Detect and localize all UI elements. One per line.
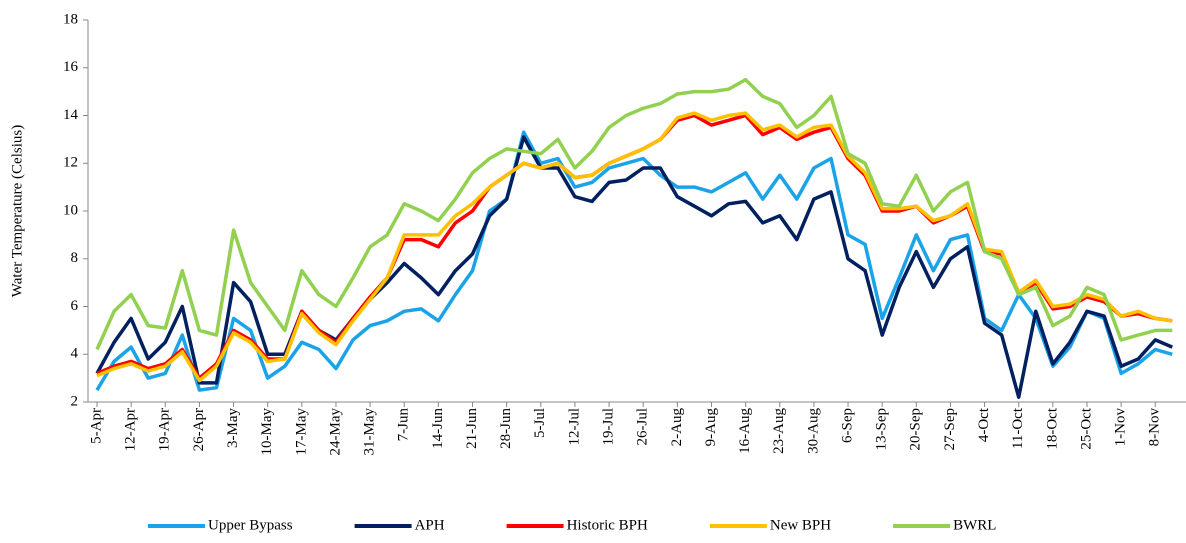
legend-label: New BPH — [770, 517, 831, 533]
x-tick-label: 4-Oct — [976, 407, 992, 442]
y-tick-label: 4 — [71, 346, 79, 362]
series-line — [95, 135, 1173, 399]
x-tick-label: 28-Jun — [498, 408, 514, 449]
y-tick-label: 14 — [63, 107, 79, 123]
legend-label: Historic BPH — [567, 517, 648, 533]
y-tick-label: 16 — [63, 59, 79, 75]
x-tick-label: 2-Aug — [669, 408, 685, 447]
x-tick-label: 16-Aug — [737, 408, 753, 454]
x-tick-label: 24-May — [327, 408, 343, 456]
x-tick-label: 25-Oct — [1078, 407, 1094, 449]
y-tick-label: 8 — [71, 250, 79, 266]
x-tick-label: 20-Sep — [908, 408, 924, 451]
series-line — [96, 113, 1173, 380]
y-tick-label: 6 — [71, 298, 79, 314]
x-tick-label: 31-May — [362, 408, 378, 456]
x-tick-label: 19-Jul — [601, 408, 617, 446]
legend-label: APH — [415, 517, 445, 533]
x-tick-label: 12-Jul — [566, 408, 582, 446]
x-tick-label: 1-Nov — [1113, 408, 1129, 447]
x-tick-label: 6-Sep — [839, 408, 855, 443]
x-tick-label: 19-Apr — [157, 408, 173, 451]
y-axis-title: Water Temperature (Celsius) — [9, 125, 25, 297]
series-line — [96, 111, 1173, 383]
x-tick-label: 30-Aug — [805, 408, 821, 454]
x-tick-label: 27-Sep — [942, 408, 958, 451]
y-tick-label: 10 — [63, 202, 78, 218]
x-tick-label: 14-Jun — [430, 408, 446, 449]
x-tick-label: 18-Oct — [1044, 407, 1060, 449]
x-tick-label: 23-Aug — [771, 408, 787, 454]
y-tick-label: 2 — [71, 393, 79, 409]
legend-label: Upper Bypass — [208, 517, 293, 533]
legend-label: BWRL — [953, 517, 996, 533]
x-tick-label: 17-May — [293, 408, 309, 456]
x-tick-label: 9-Aug — [703, 408, 719, 447]
series-line — [95, 130, 1173, 392]
x-tick-label: 26-Apr — [191, 408, 207, 451]
x-tick-label: 12-Apr — [123, 408, 139, 451]
x-tick-label: 26-Jul — [635, 408, 651, 446]
x-tick-label: 3-May — [225, 408, 241, 448]
series-line — [95, 77, 1173, 351]
x-tick-label: 13-Sep — [874, 408, 890, 451]
x-tick-label: 10-May — [259, 408, 275, 456]
x-tick-label: 5-Jul — [532, 408, 548, 438]
y-tick-label: 18 — [63, 11, 78, 27]
x-tick-label: 21-Jun — [464, 408, 480, 449]
x-tick-label: 7-Jun — [396, 408, 412, 442]
x-tick-label: 11-Oct — [1010, 407, 1026, 449]
x-tick-label: 5-Apr — [88, 408, 104, 444]
y-tick-label: 12 — [63, 155, 78, 171]
x-tick-label: 8-Nov — [1147, 408, 1163, 447]
